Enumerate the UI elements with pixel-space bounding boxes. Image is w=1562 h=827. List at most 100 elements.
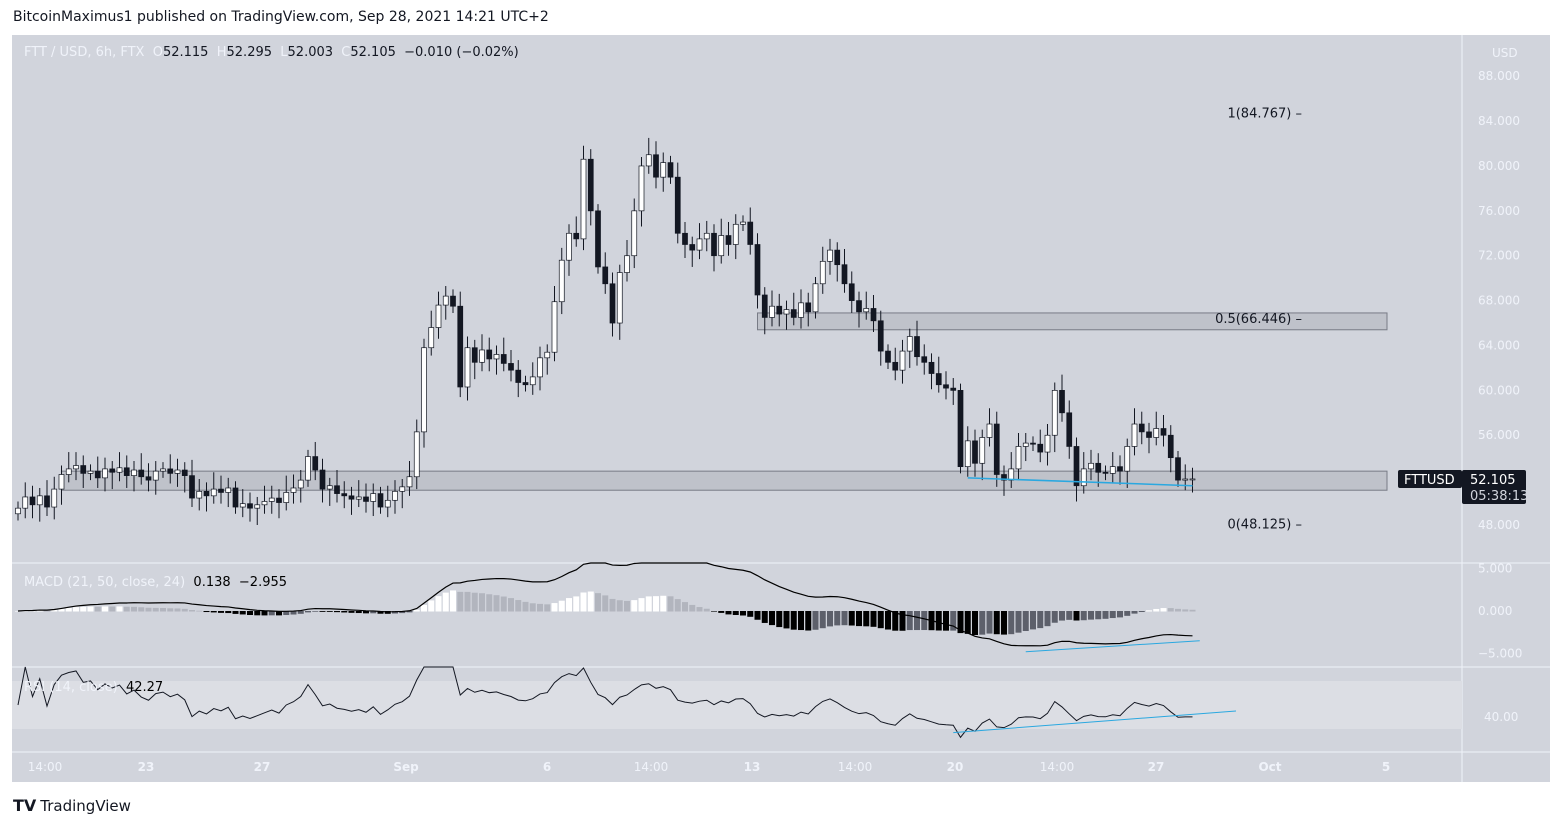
candle xyxy=(653,154,659,178)
candle xyxy=(290,487,297,493)
candle xyxy=(928,361,935,374)
macd-histogram-bar xyxy=(138,607,145,612)
candle xyxy=(856,300,862,313)
candle xyxy=(682,232,688,245)
candle xyxy=(297,479,304,489)
candle xyxy=(174,469,181,474)
candle xyxy=(15,507,21,515)
macd-histogram-bar xyxy=(972,611,978,636)
candle xyxy=(493,354,500,360)
macd-histogram-bar xyxy=(341,611,348,613)
macd-histogram-bar xyxy=(631,600,638,612)
macd-histogram-bar xyxy=(740,611,746,616)
candle xyxy=(1095,462,1102,473)
price-tick: 88.000 xyxy=(1478,69,1520,83)
candle xyxy=(1088,462,1094,470)
candle xyxy=(544,351,551,359)
candle xyxy=(776,305,783,315)
candle xyxy=(1073,446,1080,487)
candle xyxy=(44,495,50,508)
macd-histogram-bar xyxy=(377,611,384,614)
publisher-line: BitcoinMaximus1 published on TradingView… xyxy=(13,9,549,25)
time-tick: 6 xyxy=(543,760,551,774)
macd-histogram-bar xyxy=(580,592,587,612)
macd-histogram-bar xyxy=(602,595,609,612)
candle xyxy=(247,503,253,509)
macd-histogram-bar xyxy=(218,611,224,613)
macd-histogram-bar xyxy=(58,608,65,612)
rsi-band xyxy=(12,681,1462,729)
macd-histogram-bar xyxy=(493,595,500,612)
macd-histogram-bar xyxy=(283,611,290,616)
macd-histogram-bar xyxy=(964,611,971,634)
macd-histogram-bar xyxy=(1088,611,1094,620)
candle xyxy=(479,349,485,363)
macd-histogram-bar xyxy=(1030,611,1036,630)
open-label: O xyxy=(152,45,163,60)
macd-histogram-bar xyxy=(870,611,877,627)
macd-histogram-bar xyxy=(370,611,377,614)
symbol-legend: FTT / USD, 6h, FTX O52.115 H52.295 L52.0… xyxy=(24,45,519,60)
macd-histogram-bar xyxy=(1015,611,1022,633)
macd-histogram-bar xyxy=(348,611,355,613)
macd-histogram-bar xyxy=(450,590,456,612)
macd-histogram-bar xyxy=(993,611,1000,635)
rsi-legend: RSI (14, close) 42.27 xyxy=(24,680,163,695)
price-tick: 60.000 xyxy=(1478,383,1520,397)
candle xyxy=(1189,478,1196,481)
candle xyxy=(305,456,311,481)
candle xyxy=(138,469,145,478)
macd-histogram-bar xyxy=(297,611,304,614)
macd-histogram-bar xyxy=(1167,608,1174,612)
rsi-title: RSI (14, close) xyxy=(24,680,118,695)
candle xyxy=(827,249,833,262)
candle xyxy=(754,244,761,296)
macd-histogram-bar xyxy=(421,604,427,612)
macd-histogram-bar xyxy=(522,601,529,612)
candle xyxy=(718,235,725,257)
macd-histogram-bar xyxy=(413,609,420,612)
candle xyxy=(508,363,514,371)
candle xyxy=(798,302,804,318)
macd-histogram-bar xyxy=(116,606,123,612)
macd-histogram-bar xyxy=(551,603,558,612)
macd-histogram-bar xyxy=(718,611,725,613)
chart-canvas[interactable]: USD 88.000 84.000 80.000 76.000 72.000 68.000 6… xyxy=(12,35,1550,782)
price-tick: 68.000 xyxy=(1478,294,1520,308)
candle xyxy=(595,210,601,268)
last-price-symbol: FTTUSD xyxy=(1404,473,1455,488)
open-value: 52.115 xyxy=(162,45,209,60)
candle xyxy=(1030,442,1036,445)
macd-histogram-bar xyxy=(848,611,855,626)
macd-histogram-bar xyxy=(986,611,993,634)
candle xyxy=(943,384,949,389)
low-value: 52.003 xyxy=(287,45,334,60)
macd-title: MACD (21, 50, close, 24) xyxy=(24,575,186,590)
macd-histogram-bar xyxy=(587,591,594,612)
candle xyxy=(22,496,29,509)
macd-histogram-bar xyxy=(689,604,696,612)
macd-value: 0.138 xyxy=(193,575,231,590)
macd-histogram-bar xyxy=(160,608,166,612)
macd-histogram-bar xyxy=(682,602,688,612)
macd-histogram-bar xyxy=(624,600,630,612)
macd-histogram-bar xyxy=(1008,611,1015,635)
rsi-value: 42.27 xyxy=(125,680,164,695)
macd-histogram-bar xyxy=(479,593,485,612)
candle xyxy=(1001,474,1007,481)
candle xyxy=(65,468,72,475)
candle xyxy=(384,499,391,508)
chart-frame[interactable]: USD 88.000 84.000 80.000 76.000 72.000 68.000 6… xyxy=(12,35,1550,782)
macd-tick: 5.000 xyxy=(1478,562,1512,576)
candle xyxy=(703,232,710,240)
tradingview-logo[interactable]: 𝗧𝗩 TradingView xyxy=(13,796,131,815)
price-tick: 64.000 xyxy=(1478,338,1520,352)
candle xyxy=(819,260,826,285)
macd-histogram-bar xyxy=(653,596,659,612)
macd-tick: −5.000 xyxy=(1478,647,1522,661)
candle xyxy=(29,496,36,506)
candle xyxy=(413,431,420,478)
candle xyxy=(1109,466,1116,474)
macd-histogram-bar xyxy=(703,608,710,612)
candle xyxy=(660,162,667,178)
